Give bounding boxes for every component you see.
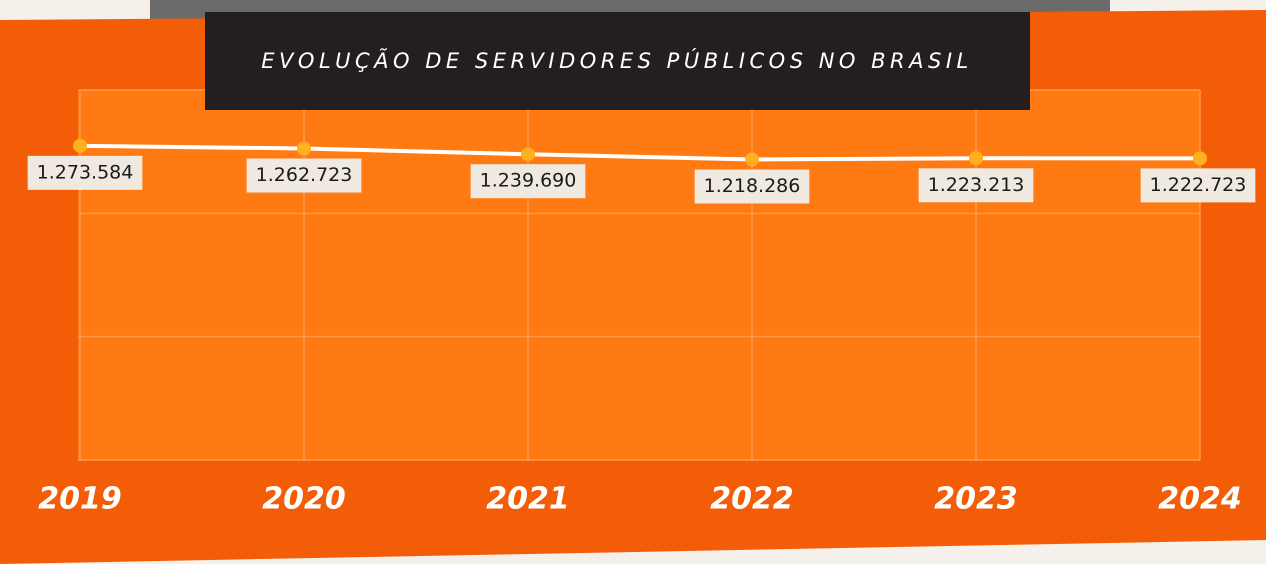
point xyxy=(1193,151,1207,166)
value-label: 1.218.286 xyxy=(704,175,801,197)
line xyxy=(79,143,1201,162)
value-label-box xyxy=(27,155,143,190)
title-box xyxy=(205,12,1030,110)
value-label-box xyxy=(246,158,362,193)
value-label-box xyxy=(1140,168,1256,203)
value-label: 1.222.723 xyxy=(1150,174,1247,196)
value-label-box xyxy=(694,169,810,204)
point xyxy=(73,138,87,153)
x-tick-label: 2023 xyxy=(934,482,1018,517)
value-label-box xyxy=(470,164,586,199)
x-tick-label: 2019 xyxy=(38,482,122,517)
point xyxy=(745,152,759,167)
x-tick-label: 2020 xyxy=(262,482,346,517)
point xyxy=(969,151,983,166)
value-label: 1.273.584 xyxy=(37,161,134,183)
x-tick-label: 2022 xyxy=(710,482,794,517)
point xyxy=(521,147,535,162)
value-label: 1.239.690 xyxy=(480,170,577,192)
value-label: 1.223.213 xyxy=(928,174,1025,196)
chart-title: EVOLUÇÃO DE SERVIDORES PÚBLICOS NO BRASI… xyxy=(261,47,972,73)
x-tick-label: 2021 xyxy=(486,482,570,517)
value-label-box xyxy=(918,168,1034,203)
x-tick-label: 2024 xyxy=(1158,482,1242,517)
plot-area xyxy=(78,90,1200,460)
value-label: 1.262.723 xyxy=(256,164,353,186)
point xyxy=(297,141,311,156)
